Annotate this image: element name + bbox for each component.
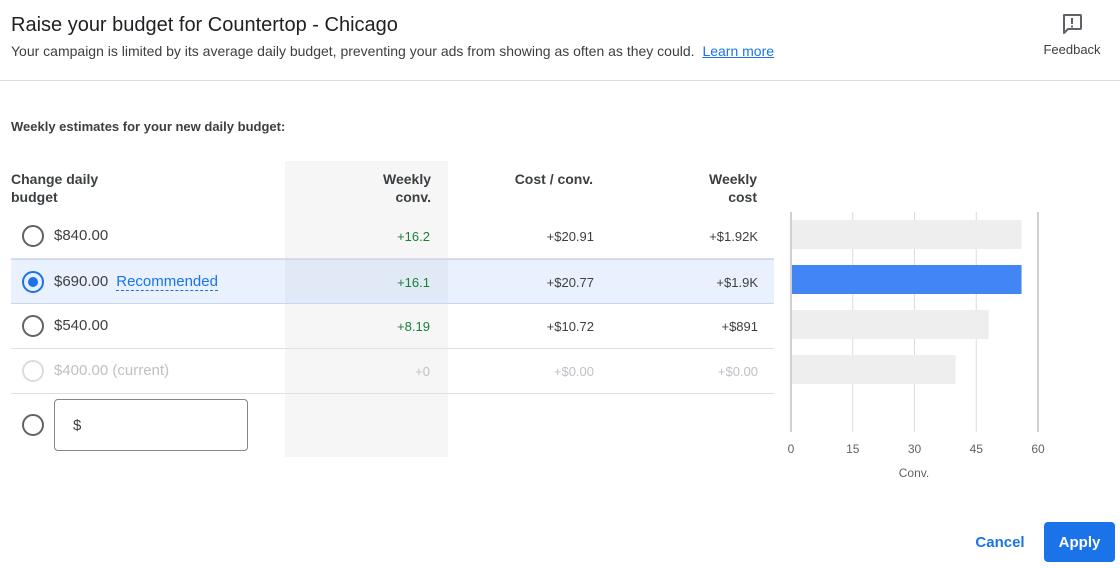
conv-column-shade — [285, 161, 448, 457]
budget-amount-text: $540.00 — [54, 317, 109, 334]
chart-bar — [792, 310, 989, 339]
chart-bar — [792, 355, 956, 384]
col-header-conv: Weekly conv. — [383, 171, 431, 205]
budget-option-radio[interactable] — [22, 315, 44, 337]
budget-option-row[interactable]: $540.00 +8.19 +$10.72 +$891 — [11, 304, 774, 349]
custom-budget-input[interactable] — [87, 410, 237, 442]
budget-option-amount: $540.00 — [54, 317, 108, 334]
weekly-conv-cell: +0 — [415, 364, 430, 379]
col-header-cost-per-conv: Cost / conv. — [514, 171, 593, 187]
budget-option-amount: $690.00 Recommended — [54, 273, 218, 291]
dialog-title: Raise your budget for Countertop - Chica… — [11, 14, 398, 36]
weekly-conv-cell: +16.1 — [397, 275, 430, 290]
budget-option-amount: $400.00 (current) — [54, 362, 169, 379]
apply-button[interactable]: Apply — [1044, 522, 1115, 562]
recommended-label[interactable]: Recommended — [116, 273, 218, 291]
cost-per-conv-cell: +$10.72 — [546, 319, 594, 334]
section-label: Weekly estimates for your new daily budg… — [11, 119, 286, 134]
feedback-button[interactable]: Feedback — [1036, 12, 1108, 64]
budget-option-amount: $840.00 — [54, 227, 108, 244]
col-header-weekly-cost: Weekly cost — [709, 171, 757, 205]
weekly-cost-cell: +$891 — [721, 319, 758, 334]
weekly-conv-cell: +8.19 — [397, 319, 430, 334]
chart-x-tick-label: 60 — [1031, 442, 1045, 456]
weekly-cost-cell: +$1.92K — [709, 229, 758, 244]
chart-x-tick-label: 15 — [846, 442, 860, 456]
budget-option-radio[interactable] — [22, 225, 44, 247]
chart-bar — [792, 220, 1022, 249]
chart-x-tick-label: 30 — [908, 442, 922, 456]
cancel-button[interactable]: Cancel — [962, 525, 1038, 559]
budget-option-row: $400.00 (current) +0 +$0.00 +$0.00 — [11, 349, 774, 394]
feedback-label: Feedback — [1043, 42, 1101, 57]
currency-prefix: $ — [73, 417, 82, 434]
budget-amount-text: $840.00 — [54, 227, 109, 244]
col-header-budget: Change daily budget — [11, 171, 99, 205]
budget-amount-text: $400.00 (current) — [54, 362, 170, 379]
chart-x-tick-label: 45 — [970, 442, 984, 456]
chart-x-axis-label: Conv. — [899, 466, 929, 480]
weekly-cost-cell: +$0.00 — [717, 364, 758, 379]
chart-x-tick-label: 0 — [788, 442, 795, 456]
weekly-cost-cell: +$1.9K — [716, 275, 758, 290]
budget-option-row[interactable]: $690.00 Recommended +16.1 +$20.77 +$1.9K — [11, 259, 774, 304]
feedback-icon — [1036, 12, 1108, 36]
budget-option-radio[interactable] — [22, 271, 44, 293]
custom-budget-input-box[interactable]: $ — [54, 399, 248, 451]
dialog-header: Raise your budget for Countertop - Chica… — [0, 0, 1120, 81]
weekly-conv-cell: +16.2 — [397, 229, 430, 244]
subtitle-text: Your campaign is limited by its average … — [11, 43, 695, 59]
chart-bar-highlighted — [792, 265, 1022, 294]
cost-per-conv-cell: +$20.77 — [546, 275, 594, 290]
dialog-subtitle: Your campaign is limited by its average … — [11, 43, 774, 59]
cost-per-conv-cell: +$0.00 — [553, 364, 594, 379]
budget-option-row[interactable]: $840.00 +16.2 +$20.91 +$1.92K — [11, 214, 774, 259]
budget-amount-text: $690.00 — [54, 273, 109, 290]
cost-per-conv-cell: +$20.91 — [546, 229, 594, 244]
learn-more-link[interactable]: Learn more — [702, 43, 775, 59]
budget-option-radio — [22, 360, 44, 382]
custom-budget-radio[interactable] — [22, 414, 44, 436]
